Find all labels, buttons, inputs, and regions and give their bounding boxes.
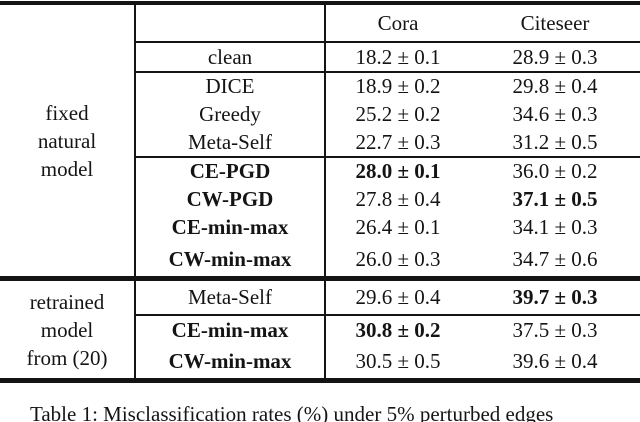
value-cell-cora: 27.8 ± 0.4 (324, 185, 470, 213)
method-cell: Meta-Self (134, 128, 325, 158)
method-cell: CW-min-max (134, 242, 325, 276)
method-cell: CE-PGD (134, 157, 325, 185)
value-cell-citeseer: 34.1 ± 0.3 (512, 215, 598, 239)
value-cell-cora: 26.4 ± 0.1 (324, 213, 470, 242)
value-cell-citeseer: 34.6 ± 0.3 (512, 101, 598, 126)
group-label-line: from (20) (26, 345, 108, 370)
col-header-cora: Cora (324, 5, 470, 43)
value-cell-cora: 22.7 ± 0.3 (324, 128, 470, 158)
method-cell: CW-min-max (134, 344, 325, 378)
table-row: DICE 18.9 ± 0.2 29.8 ± 0.4 (0, 72, 640, 100)
middle-rule (0, 276, 640, 281)
table-row: retrained model from (20) Meta-Self 29.6… (0, 281, 640, 370)
method-cell: DICE (134, 72, 325, 100)
value-cell-cora: 30.8 ± 0.2 (324, 315, 470, 344)
table-row (0, 1, 640, 5)
table-header-row: fixed natural model Cora Citeseer (0, 5, 640, 181)
value-cell-cora: 18.2 ± 0.1 (324, 42, 470, 73)
group-label-line: retrained (29, 289, 105, 314)
value-cell-cora: 25.2 ± 0.2 (324, 100, 470, 128)
value-cell-citeseer: 36.0 ± 0.2 (512, 159, 598, 183)
value-cell-cora: 30.5 ± 0.5 (324, 344, 470, 378)
table-row: CE-PGD 28.0 ± 0.1 36.0 ± 0.2 (0, 157, 640, 185)
value-cell-citeseer: 39.7 ± 0.3 (470, 281, 640, 316)
top-rule (0, 1, 640, 5)
method-cell: CE-min-max (134, 213, 325, 242)
value-cell-citeseer: 31.2 ± 0.5 (470, 128, 640, 158)
table-row: CW-PGD 27.8 ± 0.4 37.1 ± 0.5 (0, 185, 640, 213)
table-row: CE-min-max 26.4 ± 0.1 34.1 ± 0.3 (0, 213, 640, 242)
table-row: CW-min-max 26.0 ± 0.3 34.7 ± 0.6 (0, 242, 640, 276)
bottom-rule (0, 378, 640, 383)
method-cell: Greedy (134, 100, 325, 128)
results-table: fixed natural model Cora Citeseer clean … (0, 1, 640, 383)
table-caption: Table 1: Misclassification rates (%) und… (30, 402, 554, 422)
method-cell: CE-min-max (134, 315, 325, 344)
value-cell-citeseer: 37.5 ± 0.3 (512, 317, 598, 342)
group-label-line: model (40, 156, 94, 181)
group-label-line: model (40, 317, 94, 342)
table-row: Greedy 25.2 ± 0.2 34.6 ± 0.3 (0, 100, 640, 128)
col-header-citeseer: Citeseer (470, 5, 640, 43)
method-cell: clean (134, 42, 325, 73)
group-label-line: natural (37, 128, 97, 153)
table-row: CE-min-max 30.8 ± 0.2 37.5 ± 0.3 (0, 315, 640, 344)
group-label-line: fixed (45, 100, 89, 125)
table-row: CW-min-max 30.5 ± 0.5 39.6 ± 0.4 (0, 344, 640, 378)
group-label-retrained-model: retrained model from (20) (0, 281, 135, 378)
value-cell-citeseer: 39.6 ± 0.4 (512, 348, 598, 373)
value-cell-citeseer: 29.8 ± 0.4 (512, 74, 598, 98)
value-cell-citeseer: 28.9 ± 0.3 (470, 42, 640, 73)
table-row: clean 18.2 ± 0.1 28.9 ± 0.3 (0, 42, 640, 73)
value-cell-cora: 28.0 ± 0.1 (324, 157, 470, 185)
group-label-fixed-natural-model: fixed natural model (0, 5, 135, 276)
table-row (0, 276, 640, 281)
method-cell: CW-PGD (134, 185, 325, 213)
table-row: Meta-Self 22.7 ± 0.3 31.2 ± 0.5 (0, 128, 640, 158)
value-cell-cora: 18.9 ± 0.2 (324, 72, 470, 100)
table-row (0, 378, 640, 383)
value-cell-cora: 26.0 ± 0.3 (324, 242, 470, 276)
header-empty-cell (134, 5, 325, 43)
value-cell-citeseer: 37.1 ± 0.5 (512, 186, 598, 211)
method-cell: Meta-Self (134, 281, 325, 316)
value-cell-citeseer: 34.7 ± 0.6 (512, 246, 598, 271)
value-cell-cora: 29.6 ± 0.4 (324, 281, 470, 316)
